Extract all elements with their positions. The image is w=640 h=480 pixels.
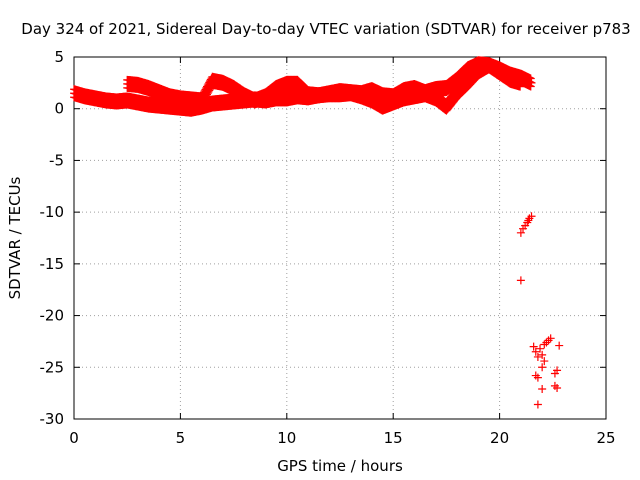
data-point bbox=[527, 78, 536, 87]
data-point bbox=[531, 347, 540, 356]
y-tick-label: 0 bbox=[54, 100, 64, 118]
series-group bbox=[123, 56, 536, 109]
data-point bbox=[531, 371, 540, 380]
y-tick-label: -20 bbox=[40, 307, 65, 325]
x-tick-label: 0 bbox=[69, 429, 79, 447]
y-tick-label: -10 bbox=[40, 203, 65, 221]
data-point bbox=[525, 214, 534, 223]
plot-frame bbox=[73, 56, 607, 420]
data-point bbox=[544, 336, 553, 345]
y-tick-label: -25 bbox=[40, 358, 65, 376]
data-point bbox=[533, 352, 542, 361]
y-axis-label: SDTVAR / TECUs bbox=[6, 176, 24, 299]
x-tick-label: 5 bbox=[176, 429, 186, 447]
data-point bbox=[546, 334, 555, 343]
data-point bbox=[553, 366, 562, 375]
y-tick-label: -15 bbox=[40, 255, 65, 273]
data-point bbox=[529, 342, 538, 351]
chart-title: Day 324 of 2021, Sidereal Day-to-day VTE… bbox=[21, 20, 630, 38]
data-point bbox=[553, 383, 562, 392]
data-point bbox=[536, 344, 545, 353]
data-point bbox=[526, 82, 535, 91]
x-tick-label: 10 bbox=[277, 429, 296, 447]
data-point bbox=[516, 228, 525, 237]
x-tick-label: 25 bbox=[596, 429, 615, 447]
data-point bbox=[542, 338, 551, 347]
data-point bbox=[533, 400, 542, 409]
x-tick-label: 15 bbox=[384, 429, 403, 447]
axis-ticks bbox=[73, 56, 607, 420]
data-point bbox=[540, 340, 549, 349]
data-point bbox=[540, 357, 549, 366]
data-point bbox=[538, 350, 547, 359]
y-tick-label: 5 bbox=[54, 48, 64, 66]
grid-lines bbox=[74, 57, 606, 419]
data-point bbox=[538, 363, 547, 372]
x-tick-labels: 0 5 10 15 20 25 bbox=[69, 429, 615, 447]
data-points bbox=[70, 56, 564, 409]
y-tick-labels: 5 0 -5 -10 -15 -20 -25 -30 bbox=[40, 48, 65, 428]
data-point bbox=[555, 341, 564, 350]
y-tick-label: -30 bbox=[40, 410, 65, 428]
data-point bbox=[527, 212, 536, 221]
x-tick-label: 20 bbox=[490, 429, 509, 447]
data-point bbox=[516, 276, 525, 285]
series-group bbox=[516, 212, 564, 409]
data-point bbox=[538, 385, 547, 394]
y-tick-label: -5 bbox=[49, 151, 64, 169]
x-axis-label: GPS time / hours bbox=[277, 457, 403, 475]
data-point bbox=[550, 381, 559, 390]
data-point bbox=[533, 373, 542, 382]
